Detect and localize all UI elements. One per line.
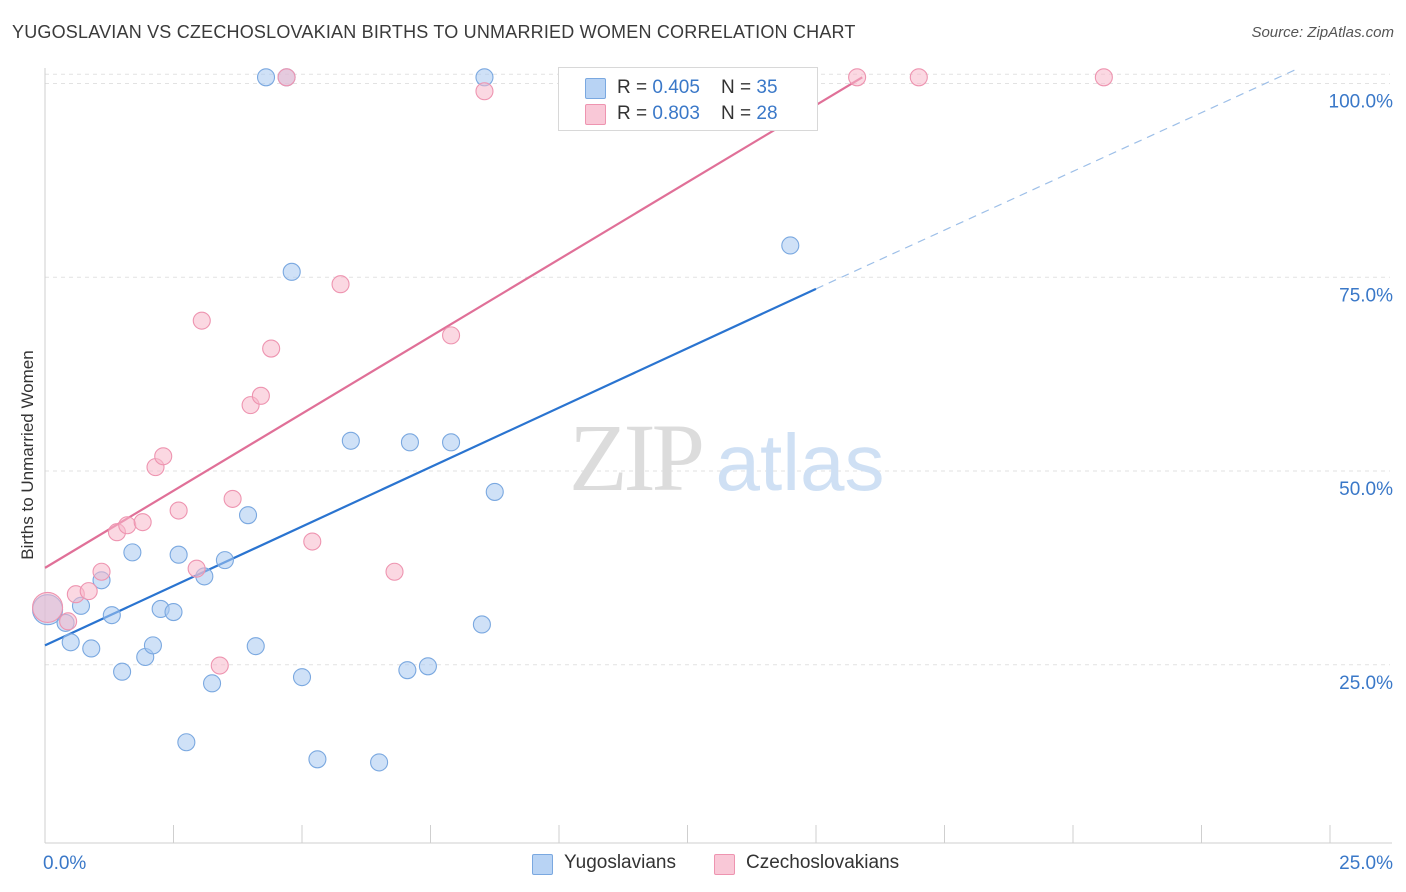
legend-n-value: 35 (756, 77, 778, 98)
data-point-yugoslavians (203, 674, 222, 693)
data-point-yugoslavians (143, 636, 162, 655)
legend-r-value: 0.803 (652, 103, 700, 124)
data-point-yugoslavians (292, 668, 312, 687)
data-point-czechoslovakians (59, 612, 78, 631)
source-label: Source: ZipAtlas.com (1251, 24, 1394, 41)
data-point-czechoslovakians (848, 68, 867, 87)
data-point-yugoslavians (246, 637, 265, 656)
data-point-czechoslovakians (262, 339, 281, 358)
data-point-czechoslovakians (331, 275, 350, 294)
legend-n-label: N = (721, 77, 757, 98)
x-tick-label: 0.0% (43, 853, 86, 874)
data-point-yugoslavians (61, 633, 80, 652)
series-swatch-czechoslovakians (714, 854, 735, 875)
legend-r-label: R = (617, 77, 653, 98)
trend-layer (44, 67, 1300, 647)
data-point-yugoslavians (370, 753, 389, 772)
points-layer (32, 68, 1113, 772)
data-point-yugoslavians (123, 543, 142, 562)
data-point-yugoslavians (442, 433, 461, 452)
data-point-czechoslovakians (187, 559, 206, 578)
y-tick-label: 75.0% (1339, 285, 1393, 306)
watermark: ZIP atlas (569, 404, 884, 511)
data-point-czechoslovakians (442, 326, 461, 345)
labels-layer: 25.0% 50.0% 75.0% 100.0% 0.0% 25.0% (43, 92, 1393, 875)
data-point-yugoslavians (308, 750, 327, 769)
data-point-czechoslovakians (385, 562, 404, 581)
data-point-yugoslavians (341, 431, 360, 450)
trend-line-0 (44, 287, 817, 647)
y-tick-label: 50.0% (1339, 479, 1393, 500)
data-point-yugoslavians (215, 551, 234, 570)
x-tick-label: 25.0% (1339, 853, 1393, 874)
series-swatch-yugoslavians (532, 854, 553, 875)
data-point-czechoslovakians (1094, 68, 1113, 87)
data-point-yugoslavians (169, 545, 188, 564)
grid-layer (45, 73, 1390, 666)
data-point-yugoslavians (485, 482, 504, 501)
data-point-czechoslovakians (154, 447, 173, 466)
legend-r-label: R = (617, 103, 653, 124)
data-point-yugoslavians (164, 602, 183, 622)
data-point-yugoslavians (82, 639, 101, 658)
watermark-zip: ZIP (569, 404, 702, 511)
y-axis-label: Births to Unmarried Women (18, 350, 37, 560)
trend-line-1 (44, 76, 863, 569)
data-point-czechoslovakians (223, 489, 242, 508)
data-point-czechoslovakians (909, 68, 928, 87)
data-point-czechoslovakians (79, 582, 98, 601)
data-point-czechoslovakians (92, 562, 111, 581)
axes-layer (44, 68, 1392, 844)
data-point-czechoslovakians (192, 311, 211, 330)
data-point-yugoslavians (238, 506, 258, 525)
legend-swatch-yugoslavians (585, 78, 606, 99)
y-tick-label: 100.0% (1329, 92, 1394, 113)
data-point-czechoslovakians (32, 591, 64, 623)
data-point-yugoslavians (256, 68, 276, 87)
series-label-czechoslovakians: Czechoslovakians (746, 852, 900, 873)
data-point-yugoslavians (282, 262, 301, 281)
data-point-yugoslavians (102, 606, 121, 625)
y-tick-label: 25.0% (1339, 673, 1393, 694)
correlation-legend: R = 0.405 N = 35 R = 0.803 N = 28 (558, 67, 818, 131)
chart-title: YUGOSLAVIAN VS CZECHOSLOVAKIAN BIRTHS TO… (12, 22, 856, 42)
data-point-czechoslovakians (277, 68, 296, 87)
data-point-czechoslovakians (133, 513, 152, 532)
data-point-czechoslovakians (303, 532, 322, 551)
watermark-atlas: atlas (716, 418, 885, 507)
data-point-yugoslavians (400, 433, 419, 452)
legend-swatch-czechoslovakians (585, 104, 606, 125)
data-point-czechoslovakians (169, 501, 188, 520)
data-point-czechoslovakians (251, 386, 270, 405)
data-point-czechoslovakians (118, 516, 137, 535)
trend-extension-0 (815, 67, 1300, 290)
data-point-czechoslovakians (475, 82, 494, 101)
data-point-yugoslavians (113, 662, 132, 681)
data-point-czechoslovakians (210, 656, 229, 675)
legend-n-label: N = (721, 103, 757, 124)
data-point-yugoslavians (472, 615, 491, 634)
data-point-yugoslavians (781, 236, 800, 255)
data-point-yugoslavians (418, 657, 437, 676)
legend-n-value: 28 (756, 103, 778, 124)
legend-r-value: 0.405 (652, 77, 700, 98)
data-point-yugoslavians (398, 661, 417, 680)
data-point-yugoslavians (177, 733, 196, 752)
series-label-yugoslavians: Yugoslavians (564, 852, 676, 873)
